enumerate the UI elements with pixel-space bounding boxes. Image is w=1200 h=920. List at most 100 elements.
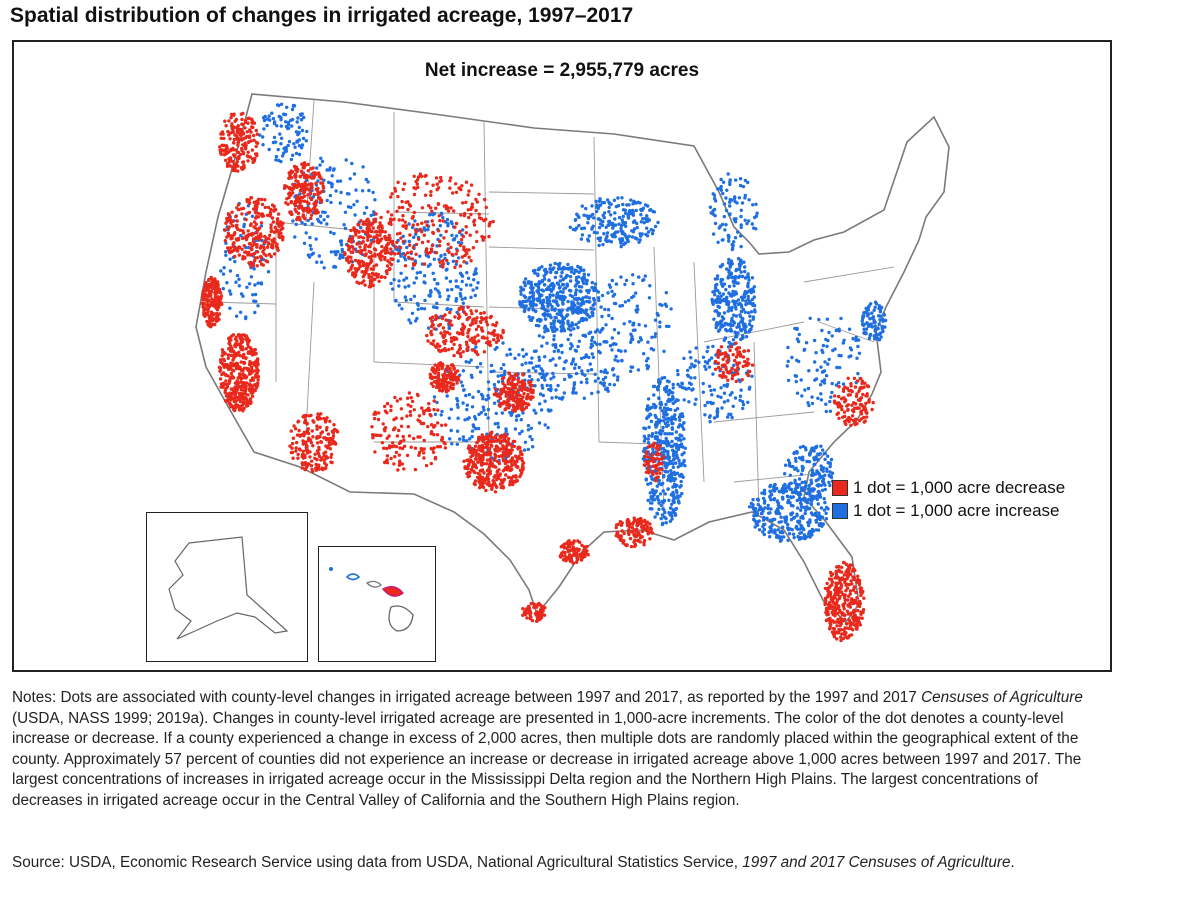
- map-dot: [549, 267, 553, 271]
- map-dot: [799, 531, 804, 535]
- map-dot: [302, 115, 306, 120]
- map-dot: [750, 324, 754, 328]
- map-dot: [214, 287, 218, 292]
- map-dot: [545, 341, 549, 345]
- map-dot: [239, 292, 244, 296]
- map-dot: [512, 405, 516, 409]
- map-dot: [527, 315, 531, 319]
- map-dot: [848, 346, 853, 350]
- map-dot: [352, 228, 357, 233]
- map-dot: [749, 501, 754, 506]
- map-dot: [575, 212, 579, 216]
- map-dot: [454, 299, 458, 303]
- map-dot: [412, 294, 417, 298]
- map-dot: [560, 308, 564, 312]
- map-dot: [645, 226, 649, 230]
- map-dot: [227, 341, 231, 346]
- map-dot: [554, 363, 558, 367]
- map-dot: [786, 522, 790, 527]
- map-dot: [586, 221, 590, 225]
- map-dot: [231, 333, 236, 337]
- map-dot: [356, 259, 361, 263]
- map-dot: [267, 147, 271, 152]
- map-dot: [761, 496, 766, 501]
- map-dot: [716, 288, 720, 293]
- map-dot: [746, 180, 750, 185]
- map-dot: [822, 497, 826, 501]
- map-dot: [794, 459, 798, 463]
- map-dot: [538, 372, 542, 376]
- map-dot: [666, 420, 670, 424]
- map-dot: [736, 230, 740, 234]
- map-dot: [290, 107, 295, 112]
- map-dot: [324, 454, 328, 458]
- map-dot: [554, 299, 558, 303]
- map-dot: [725, 267, 729, 271]
- map-dot: [473, 335, 477, 339]
- map-dot: [250, 394, 255, 398]
- map-dot: [484, 320, 489, 324]
- map-dot: [819, 467, 824, 472]
- map-dot: [504, 400, 508, 405]
- map-dot: [762, 492, 767, 496]
- map-dot: [789, 495, 793, 500]
- map-dot: [484, 435, 489, 439]
- map-dot: [786, 345, 790, 350]
- map-dot: [693, 376, 697, 380]
- map-dot: [540, 386, 545, 390]
- map-dot: [318, 214, 323, 218]
- map-dot: [739, 258, 743, 262]
- map-dot: [527, 369, 531, 373]
- map-dot: [582, 272, 586, 276]
- map-dot: [788, 487, 792, 491]
- map-dot: [601, 377, 605, 382]
- map-dot: [567, 373, 571, 377]
- map-dot: [243, 383, 247, 387]
- map-dot: [814, 528, 818, 532]
- map-dot: [407, 284, 411, 288]
- map-dot: [741, 336, 745, 340]
- map-dot: [680, 412, 684, 416]
- map-dot: [552, 337, 556, 342]
- map-dot: [429, 329, 433, 333]
- map-dot: [266, 270, 271, 274]
- map-dot: [799, 508, 803, 512]
- map-dot: [546, 304, 550, 308]
- map-dot: [553, 308, 557, 312]
- map-dot: [458, 346, 462, 350]
- map-dot: [661, 440, 666, 445]
- map-dot: [328, 419, 332, 423]
- map-dot: [669, 407, 673, 412]
- map-dot: [477, 444, 482, 448]
- map-dot: [235, 273, 240, 278]
- map-dot: [485, 458, 490, 462]
- map-dot: [299, 146, 304, 150]
- map-dot: [762, 515, 766, 520]
- map-dot: [670, 397, 674, 402]
- map-dot: [233, 344, 238, 349]
- map-dot: [743, 196, 747, 200]
- map-dot: [607, 205, 611, 210]
- map-dot: [451, 386, 455, 390]
- map-dot: [768, 494, 772, 499]
- map-dot: [743, 218, 747, 222]
- map-dot: [604, 323, 608, 327]
- map-dot: [565, 273, 569, 278]
- map-dot: [708, 400, 713, 405]
- map-dot: [547, 409, 551, 413]
- map-dot: [495, 345, 499, 350]
- map-dot: [310, 222, 314, 226]
- map-dot: [348, 177, 352, 181]
- map-dot: [669, 307, 673, 311]
- map-dot: [364, 177, 368, 182]
- map-dot: [469, 283, 473, 287]
- map-dot: [837, 353, 841, 358]
- map-dot: [328, 166, 332, 170]
- map-dot: [435, 385, 439, 389]
- map-dot: [803, 388, 807, 392]
- map-dot: [731, 299, 735, 303]
- map-dot: [589, 306, 593, 310]
- map-dot: [868, 317, 872, 321]
- map-dot: [498, 435, 502, 439]
- map-dot: [812, 462, 816, 467]
